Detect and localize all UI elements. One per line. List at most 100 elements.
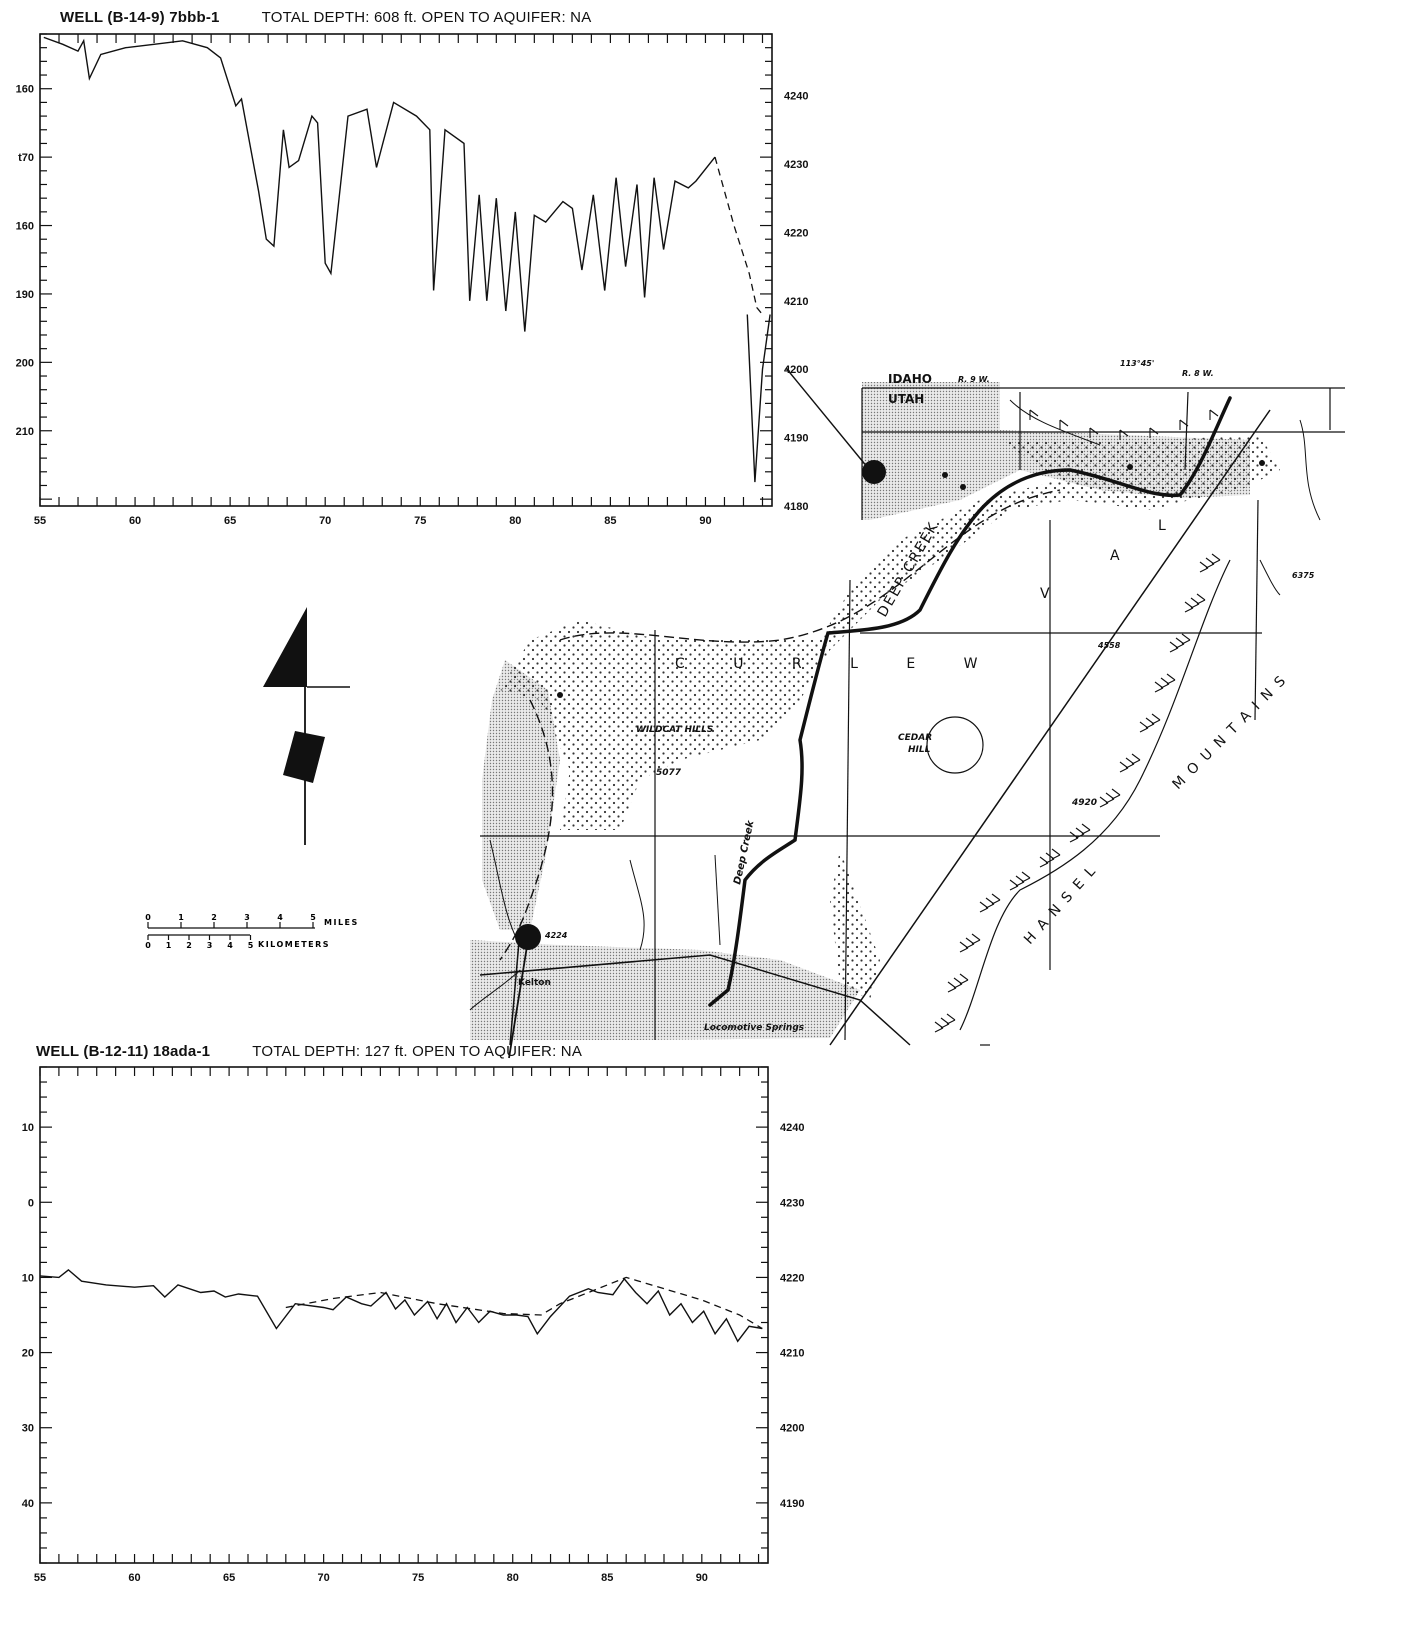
chart-1-frame xyxy=(39,33,773,507)
map-label-wildcat-hills: WILDCAT HILLS xyxy=(636,725,713,735)
map-mountain-hachure xyxy=(1089,427,1099,438)
well-location-icon[interactable] xyxy=(862,460,886,484)
map-dotted-south xyxy=(830,850,880,1000)
scale-km-tick-label: 3 xyxy=(207,941,213,950)
chart-2-x-tick-label: 70 xyxy=(318,1572,330,1584)
chart-1-x-tick-label: 65 xyxy=(224,515,236,527)
scale-bar: 0 1 2 3 4 5 0 1 2 3 4 5 MILES KILOMETERS xyxy=(145,913,359,950)
chart-1-x-tick-label: 85 xyxy=(604,515,616,527)
map-label-hill: HILL xyxy=(908,745,931,755)
scale-mile-tick-label: 1 xyxy=(178,913,184,922)
map-mountain-hachure xyxy=(1154,681,1164,693)
chart-2-x-tick-label: 55 xyxy=(34,1572,46,1584)
chart-1-series-line xyxy=(43,36,716,332)
map-mountain-hachure xyxy=(1149,427,1159,438)
chart-2-y-tick-label-left: 10 xyxy=(22,1272,34,1284)
chart-1-x-tick-label: 75 xyxy=(414,515,426,527)
map-mountain-hachure xyxy=(1069,831,1079,843)
chart-2-y-tick-label-right: 4220 xyxy=(780,1272,804,1284)
chart-1-y-tick-label-right: 4190 xyxy=(784,433,808,445)
map-mountain-hachure xyxy=(1119,761,1129,773)
map-mountain-hachure xyxy=(1184,601,1194,613)
scale-km-tick-label: 4 xyxy=(227,941,233,950)
map-label-curlew: C U R L E W xyxy=(675,656,1000,672)
map-fine-stipple-south xyxy=(470,940,860,1040)
chart-1-x-tick-label: 55 xyxy=(34,515,46,527)
chart-2-meta: TOTAL DEPTH: 127 ft. OPEN TO AQUIFER: NA xyxy=(252,1043,583,1060)
chart-2-x-tick-label: 65 xyxy=(223,1572,235,1584)
map-label-utah: UTAH xyxy=(888,392,924,406)
chart-1-series-line xyxy=(746,314,771,483)
map-label-valley-a: A xyxy=(1110,548,1122,564)
scale-km-tick-label: 2 xyxy=(186,941,192,950)
chart-1-y-tick-label-left: 160 xyxy=(16,221,34,233)
map-label-elev-4558: 4558 xyxy=(1097,641,1121,650)
map-mountain-hachure xyxy=(1139,721,1149,733)
chart-1-meta: TOTAL DEPTH: 608 ft. OPEN TO AQUIFER: NA xyxy=(261,9,592,26)
map-fine-stipple-west xyxy=(482,660,560,930)
scale-miles-label: MILES xyxy=(324,918,359,927)
chart-1-x-tick-label: 70 xyxy=(319,515,331,527)
chart-2-x-tick-label: 85 xyxy=(601,1572,613,1584)
chart-1-y-tick-label-right: 4230 xyxy=(784,159,808,171)
map-mountain-hachure xyxy=(1029,409,1039,420)
map-mountain-hachure xyxy=(947,981,957,993)
chart-1-x-tick-label: 80 xyxy=(509,515,521,527)
chart-1-y-tick-label-left: t70 xyxy=(18,152,34,164)
chart-2-y-tick-label-right: 4210 xyxy=(780,1348,804,1360)
chart-1-y-tick-label-right: 4210 xyxy=(784,296,808,308)
map-mountain-hachure xyxy=(934,1021,944,1033)
map-label-locomotive-springs: Locomotive Springs xyxy=(704,1023,805,1033)
well-location-icon[interactable] xyxy=(515,924,541,950)
map-label-elev-6375: 6375 xyxy=(1292,571,1315,580)
chart-2-y-tick-label-right: 4190 xyxy=(780,1498,804,1510)
chart-2-series-line xyxy=(285,1276,763,1330)
map-mountain-hachure xyxy=(959,941,969,953)
map-label-elev-5077: 5077 xyxy=(656,768,682,778)
map-mountain-hachure xyxy=(1059,419,1069,430)
scale-km-tick-label: 0 xyxy=(145,941,151,950)
chart-1-y-tick-label-left: 210 xyxy=(16,426,34,438)
chart-2-x-tick-label: 80 xyxy=(507,1572,519,1584)
chart-1-title: WELL (B-14-9) 7bbb-1 TOTAL DEPTH: 608 ft… xyxy=(60,9,591,26)
map-label-elev-4920: 4920 xyxy=(1071,798,1097,808)
chart-2-y-tick-label-right: 4200 xyxy=(780,1423,804,1435)
map-mountain-hachure xyxy=(1119,429,1129,440)
map-label-cedar: CEDAR xyxy=(898,733,932,743)
map-mountain-hachure xyxy=(1209,409,1219,420)
scale-mile-tick-label: 3 xyxy=(244,913,250,922)
chart-2-y-tick-label-left: 20 xyxy=(22,1348,34,1360)
scale-km-tick-label: 1 xyxy=(166,941,172,950)
scale-km-label: KILOMETERS xyxy=(258,940,330,949)
north-arrow-icon xyxy=(263,607,350,845)
chart-2-y-tick-label-right: 4230 xyxy=(780,1197,804,1209)
chart-1-x-tick-label: 60 xyxy=(129,515,141,527)
map-label-idaho: IDAHO xyxy=(888,372,932,386)
map-label-kelton: Kelton xyxy=(518,978,551,988)
map-deep-creek-stream xyxy=(708,396,1232,1007)
map-label-r8w: R. 8 W. xyxy=(1182,369,1214,378)
scale-km-tick-label: 5 xyxy=(248,941,254,950)
chart-2-x-tick-label: 60 xyxy=(128,1572,140,1584)
chart-2-title: WELL (B-12-11) 18ada-1 TOTAL DEPTH: 127 … xyxy=(36,1043,582,1060)
chart-2-y-tick-label-left: 40 xyxy=(22,1498,34,1510)
scale-mile-tick-label: 0 xyxy=(145,913,151,922)
chart-1-x-tick-label: 90 xyxy=(699,515,711,527)
scale-mile-tick-label: 4 xyxy=(277,913,283,922)
map-dotted-valley xyxy=(500,435,1280,830)
chart-1-y-tick-label-right: 4240 xyxy=(784,91,808,103)
scale-mile-tick-label: 5 xyxy=(310,913,316,922)
chart-2-frame xyxy=(39,1066,769,1564)
chart-2-series-line xyxy=(39,1268,763,1343)
chart-2-x-tick-label: 75 xyxy=(412,1572,424,1584)
chart-2-y-tick-label-left: 0 xyxy=(28,1197,34,1209)
chart-1-series-line xyxy=(714,156,764,315)
map-mountain-hachure xyxy=(1169,641,1179,653)
map-mountain-hachure xyxy=(1099,796,1109,808)
location-map: IDAHO UTAH R. 9 W. R. 8 W. 113°45' DEEP … xyxy=(469,359,1345,1046)
chart-2-x-tick-label: 90 xyxy=(696,1572,708,1584)
map-label-longitude: 113°45' xyxy=(1120,359,1154,368)
map-label-elev-4224: 4224 xyxy=(544,931,568,940)
chart-2-y-tick-label-right: 4240 xyxy=(780,1122,804,1134)
